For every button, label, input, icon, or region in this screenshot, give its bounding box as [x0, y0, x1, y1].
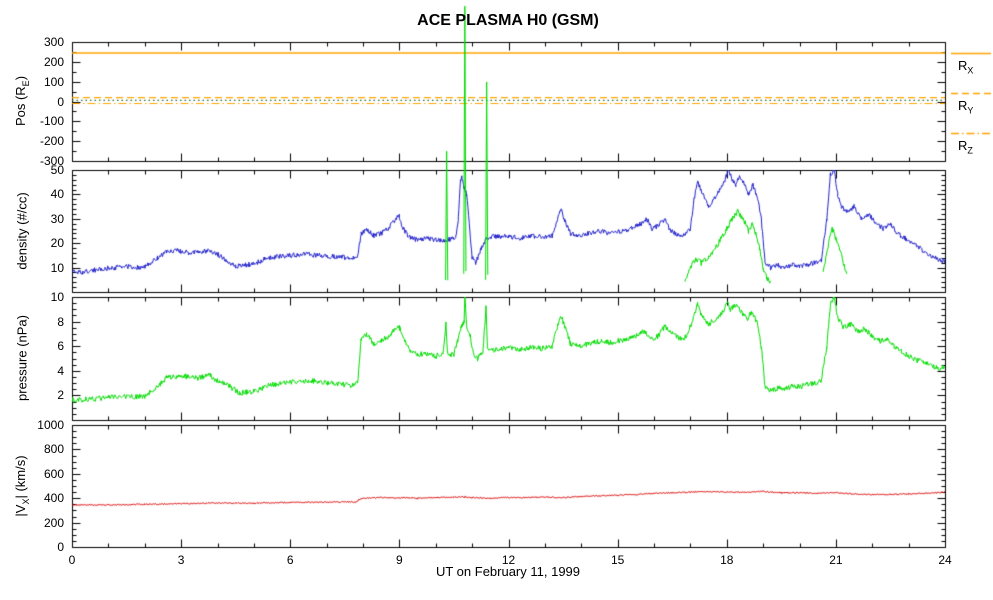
y-tick-label-pressure: 2 [57, 388, 64, 403]
x-axis-label: UT on February 11, 1999 [435, 564, 581, 579]
y-tick-label-density: 50 [50, 163, 64, 177]
y-tick-label-position: -200 [39, 134, 64, 149]
y-tick-label-speed: 400 [43, 491, 64, 506]
legend-entry-rx: RX [958, 58, 973, 76]
legend-entry-ry: RY [958, 98, 973, 116]
y-axis-label-density: density (#/cc) [14, 192, 30, 270]
y-tick-label-position: 0 [57, 94, 64, 109]
x-tick-label: 21 [829, 553, 843, 567]
legend-entry-rz-sub: Z [967, 145, 973, 156]
y-tick-label-pressure: 10 [50, 290, 64, 304]
x-tick-label: 24 [938, 553, 952, 567]
y-tick-label-position: 300 [43, 35, 64, 49]
x-tick-label: 0 [68, 553, 76, 567]
legend-entry-rx-sub: X [967, 65, 974, 76]
y-tick-label-speed: 800 [43, 442, 64, 457]
y-tick-label-speed: 200 [43, 515, 64, 530]
y-tick-label-position: 200 [43, 54, 64, 69]
legend-entry-rx-main: R [958, 58, 968, 73]
x-tick-label: 12 [501, 553, 516, 567]
y-tick-label-speed: 0 [57, 540, 64, 554]
x-tick-label: 3 [177, 553, 185, 567]
y-tick-label-pressure: 4 [57, 363, 64, 378]
y-tick-label-density: 10 [50, 260, 64, 275]
y-tick-label-speed: 1000 [37, 418, 64, 432]
legend-entry-ry-main: R [958, 98, 968, 113]
y-tick-label-density: 30 [50, 211, 64, 226]
y-tick-label-density: 40 [50, 187, 64, 202]
y-tick-label-pressure: 6 [57, 339, 64, 354]
x-tick-label: 18 [720, 553, 734, 567]
y-tick-label-pressure: 8 [57, 314, 64, 329]
y-tick-label-position: 100 [43, 74, 64, 89]
x-tick-label: 6 [286, 553, 294, 567]
chart-title: ACE PLASMA H0 (GSM) [417, 12, 599, 29]
y-tick-label-position: -100 [39, 114, 64, 129]
y-tick-label-speed: 600 [43, 466, 64, 481]
x-tick-label: 15 [610, 553, 625, 567]
y-tick-label-position: -300 [39, 154, 64, 168]
legend-entry-rz: RZ [958, 138, 973, 156]
x-tick-label: 9 [396, 553, 403, 567]
legend-entry-rz-main: R [958, 138, 968, 153]
y-tick-label-density: 20 [50, 236, 64, 251]
y-axis-label-speed: |VX| (km/s) [13, 455, 31, 516]
legend-entry-ry-sub: Y [967, 105, 974, 116]
